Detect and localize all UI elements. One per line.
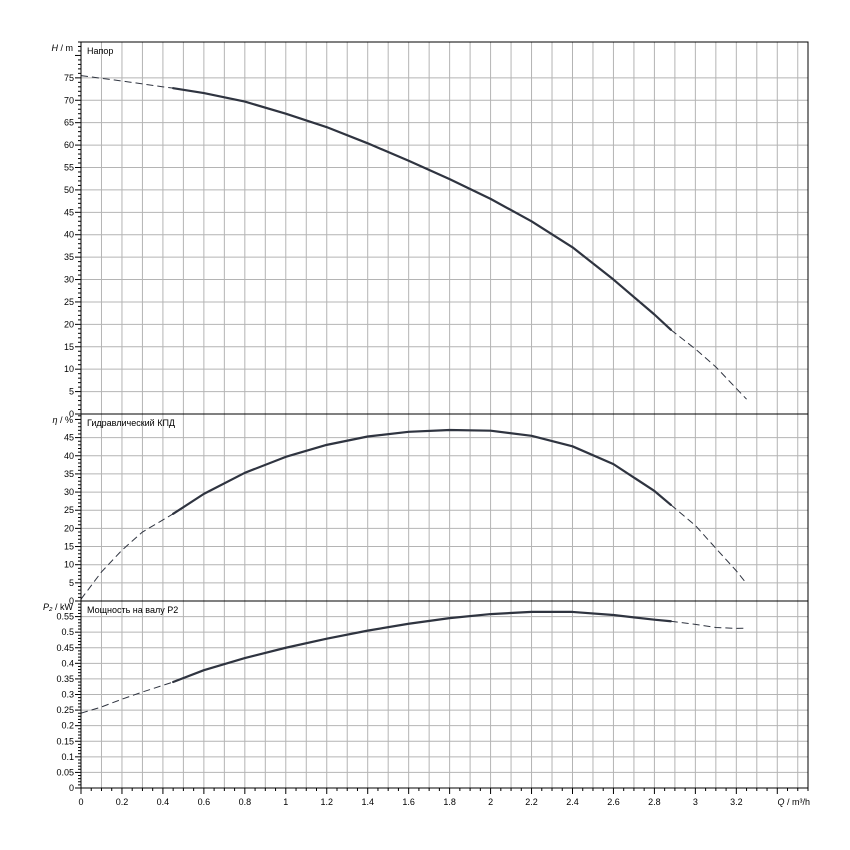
y-tick-label: 20 bbox=[64, 319, 74, 329]
y-axis-unit-sep: / bbox=[57, 415, 65, 425]
y-tick-label: 40 bbox=[64, 230, 74, 240]
x-tick-label: 2.4 bbox=[566, 797, 579, 807]
x-tick-label: 3.2 bbox=[730, 797, 743, 807]
y-tick-label: 0.4 bbox=[61, 658, 74, 668]
y-axis-variable: H bbox=[51, 43, 58, 53]
y-tick-label: 45 bbox=[64, 433, 74, 443]
y-tick-label: 0 bbox=[69, 596, 74, 606]
y-tick-label: 60 bbox=[64, 140, 74, 150]
x-tick-label: 0.4 bbox=[157, 797, 170, 807]
y-tick-label: 45 bbox=[64, 207, 74, 217]
efficiency-curve-dashed bbox=[80, 513, 174, 600]
x-axis-variable: Q bbox=[777, 797, 784, 807]
y-axis-unit-sep: / bbox=[58, 43, 66, 53]
x-tick-label: 0 bbox=[78, 797, 83, 807]
panel-frame-power bbox=[80, 600, 809, 789]
y-axis-label: η / % bbox=[52, 415, 73, 425]
y-tick-label: 10 bbox=[64, 560, 74, 570]
x-tick-label: 1.4 bbox=[361, 797, 374, 807]
y-tick-label: 10 bbox=[64, 364, 74, 374]
y-axis-unit-sep: / bbox=[52, 602, 60, 612]
head-curve-solid bbox=[172, 87, 672, 331]
y-tick-label: 25 bbox=[64, 297, 74, 307]
power-curve-dashed bbox=[670, 620, 747, 629]
head-curve-dashed bbox=[670, 329, 747, 400]
x-tick-label: 0.6 bbox=[198, 797, 211, 807]
x-tick-label: 1.6 bbox=[402, 797, 415, 807]
panel-frame-efficiency bbox=[80, 413, 809, 602]
y-axis-label: H / m bbox=[51, 43, 73, 53]
y-tick-label: 0 bbox=[69, 409, 74, 419]
x-tick-label: 0.8 bbox=[239, 797, 252, 807]
y-tick-label: 75 bbox=[64, 73, 74, 83]
y-tick-label: 5 bbox=[69, 387, 74, 397]
power-curve-dashed bbox=[80, 681, 174, 714]
y-tick-label: 0.5 bbox=[61, 627, 74, 637]
efficiency-curve-dashed bbox=[670, 504, 747, 584]
y-axis-unit: m bbox=[66, 43, 74, 53]
x-tick-label: 2.8 bbox=[648, 797, 661, 807]
head-curve-dashed bbox=[80, 75, 174, 89]
y-tick-label: 40 bbox=[64, 451, 74, 461]
y-tick-label: 65 bbox=[64, 118, 74, 128]
y-tick-label: 0.45 bbox=[56, 643, 74, 653]
power-curve-solid bbox=[172, 610, 672, 684]
efficiency-curve-solid bbox=[172, 428, 672, 515]
y-tick-label: 55 bbox=[64, 162, 74, 172]
y-tick-label: 0.2 bbox=[61, 721, 74, 731]
y-axis-variable: η bbox=[52, 415, 57, 425]
y-axis-unit: % bbox=[65, 415, 73, 425]
panel-title-head: Напор bbox=[87, 46, 113, 56]
y-tick-label: 0.15 bbox=[56, 736, 74, 746]
y-tick-label: 35 bbox=[64, 469, 74, 479]
y-tick-label: 25 bbox=[64, 505, 74, 515]
y-tick-label: 0.1 bbox=[61, 752, 74, 762]
y-tick-label: 30 bbox=[64, 487, 74, 497]
x-axis-unit: m³/h bbox=[792, 797, 810, 807]
y-tick-label: 0.3 bbox=[61, 690, 74, 700]
y-axis-variable: P₂ bbox=[43, 602, 53, 612]
y-tick-label: 20 bbox=[64, 523, 74, 533]
y-tick-label: 50 bbox=[64, 185, 74, 195]
y-axis-unit: kW bbox=[60, 602, 74, 612]
y-tick-label: 0.05 bbox=[56, 767, 74, 777]
y-tick-label: 0.25 bbox=[56, 705, 74, 715]
x-tick-label: 3 bbox=[693, 797, 698, 807]
x-tick-label: 1.8 bbox=[443, 797, 456, 807]
y-tick-label: 0.55 bbox=[56, 612, 74, 622]
x-tick-label: 2.6 bbox=[607, 797, 620, 807]
y-tick-label: 15 bbox=[64, 542, 74, 552]
panel-title-power: Мощность на валу P2 bbox=[87, 605, 178, 615]
panel-frame-head bbox=[80, 41, 809, 415]
x-tick-label: 2.2 bbox=[525, 797, 538, 807]
y-tick-label: 70 bbox=[64, 95, 74, 105]
x-axis-unit-sep: / bbox=[784, 797, 792, 807]
y-tick-label: 0 bbox=[69, 783, 74, 793]
x-tick-label: 0.2 bbox=[116, 797, 129, 807]
x-tick-label: 2 bbox=[488, 797, 493, 807]
y-tick-label: 0.35 bbox=[56, 674, 74, 684]
x-tick-label: 1 bbox=[283, 797, 288, 807]
panel-title-efficiency: Гидравлический КПД bbox=[87, 418, 175, 428]
y-tick-label: 30 bbox=[64, 275, 74, 285]
x-tick-label: 1.2 bbox=[320, 797, 333, 807]
y-tick-label: 35 bbox=[64, 252, 74, 262]
x-axis-label: Q / m³/h bbox=[777, 797, 810, 807]
y-axis-label: P₂ / kW bbox=[43, 602, 73, 612]
y-tick-label: 15 bbox=[64, 342, 74, 352]
y-tick-label: 5 bbox=[69, 578, 74, 588]
